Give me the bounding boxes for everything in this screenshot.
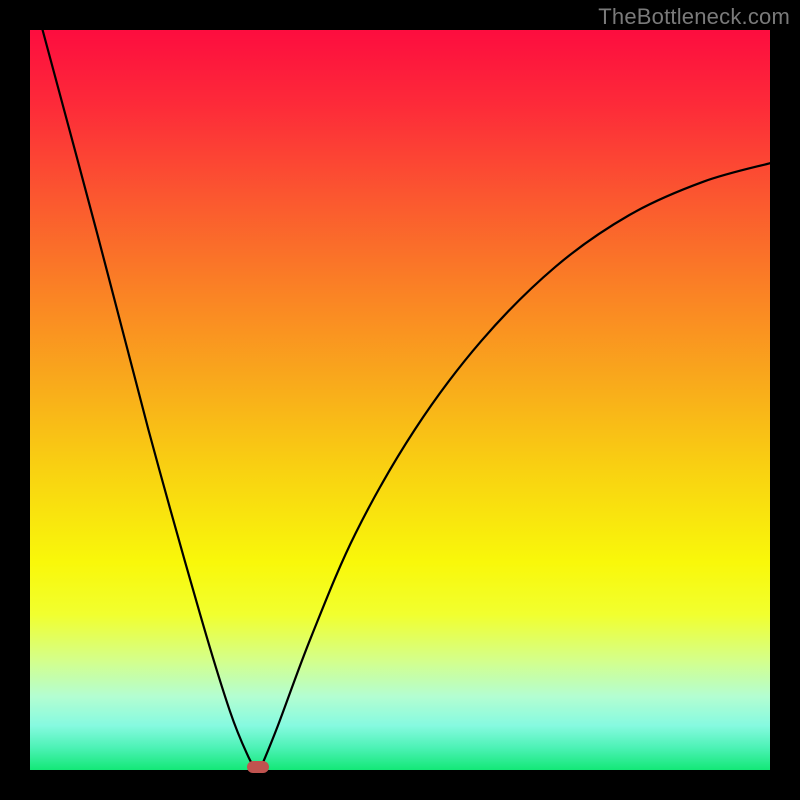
minimum-marker [247, 761, 269, 772]
curve-right-branch [261, 163, 770, 768]
plot-area [30, 30, 770, 770]
bottleneck-curve [30, 30, 770, 770]
watermark-text: TheBottleneck.com [598, 4, 790, 30]
curve-left-branch [43, 30, 256, 768]
chart-stage: TheBottleneck.com [0, 0, 800, 800]
